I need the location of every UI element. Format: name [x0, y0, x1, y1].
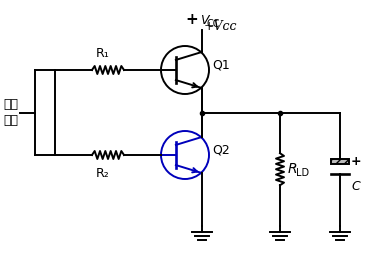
Text: 信号
输入: 信号 输入 — [3, 98, 18, 126]
Text: Q2: Q2 — [212, 144, 230, 157]
Text: C: C — [351, 180, 360, 193]
Text: R₁: R₁ — [96, 47, 110, 60]
Text: +: + — [185, 12, 198, 27]
Text: Q1: Q1 — [212, 59, 230, 72]
Bar — [331, 159, 349, 164]
Text: R: R — [288, 162, 298, 176]
Text: V: V — [200, 13, 208, 26]
Text: CC: CC — [207, 19, 220, 29]
Text: +Vᴄᴄ: +Vᴄᴄ — [204, 20, 237, 32]
Text: +: + — [351, 155, 362, 168]
Text: LD: LD — [296, 168, 309, 178]
Text: R₂: R₂ — [96, 167, 110, 180]
